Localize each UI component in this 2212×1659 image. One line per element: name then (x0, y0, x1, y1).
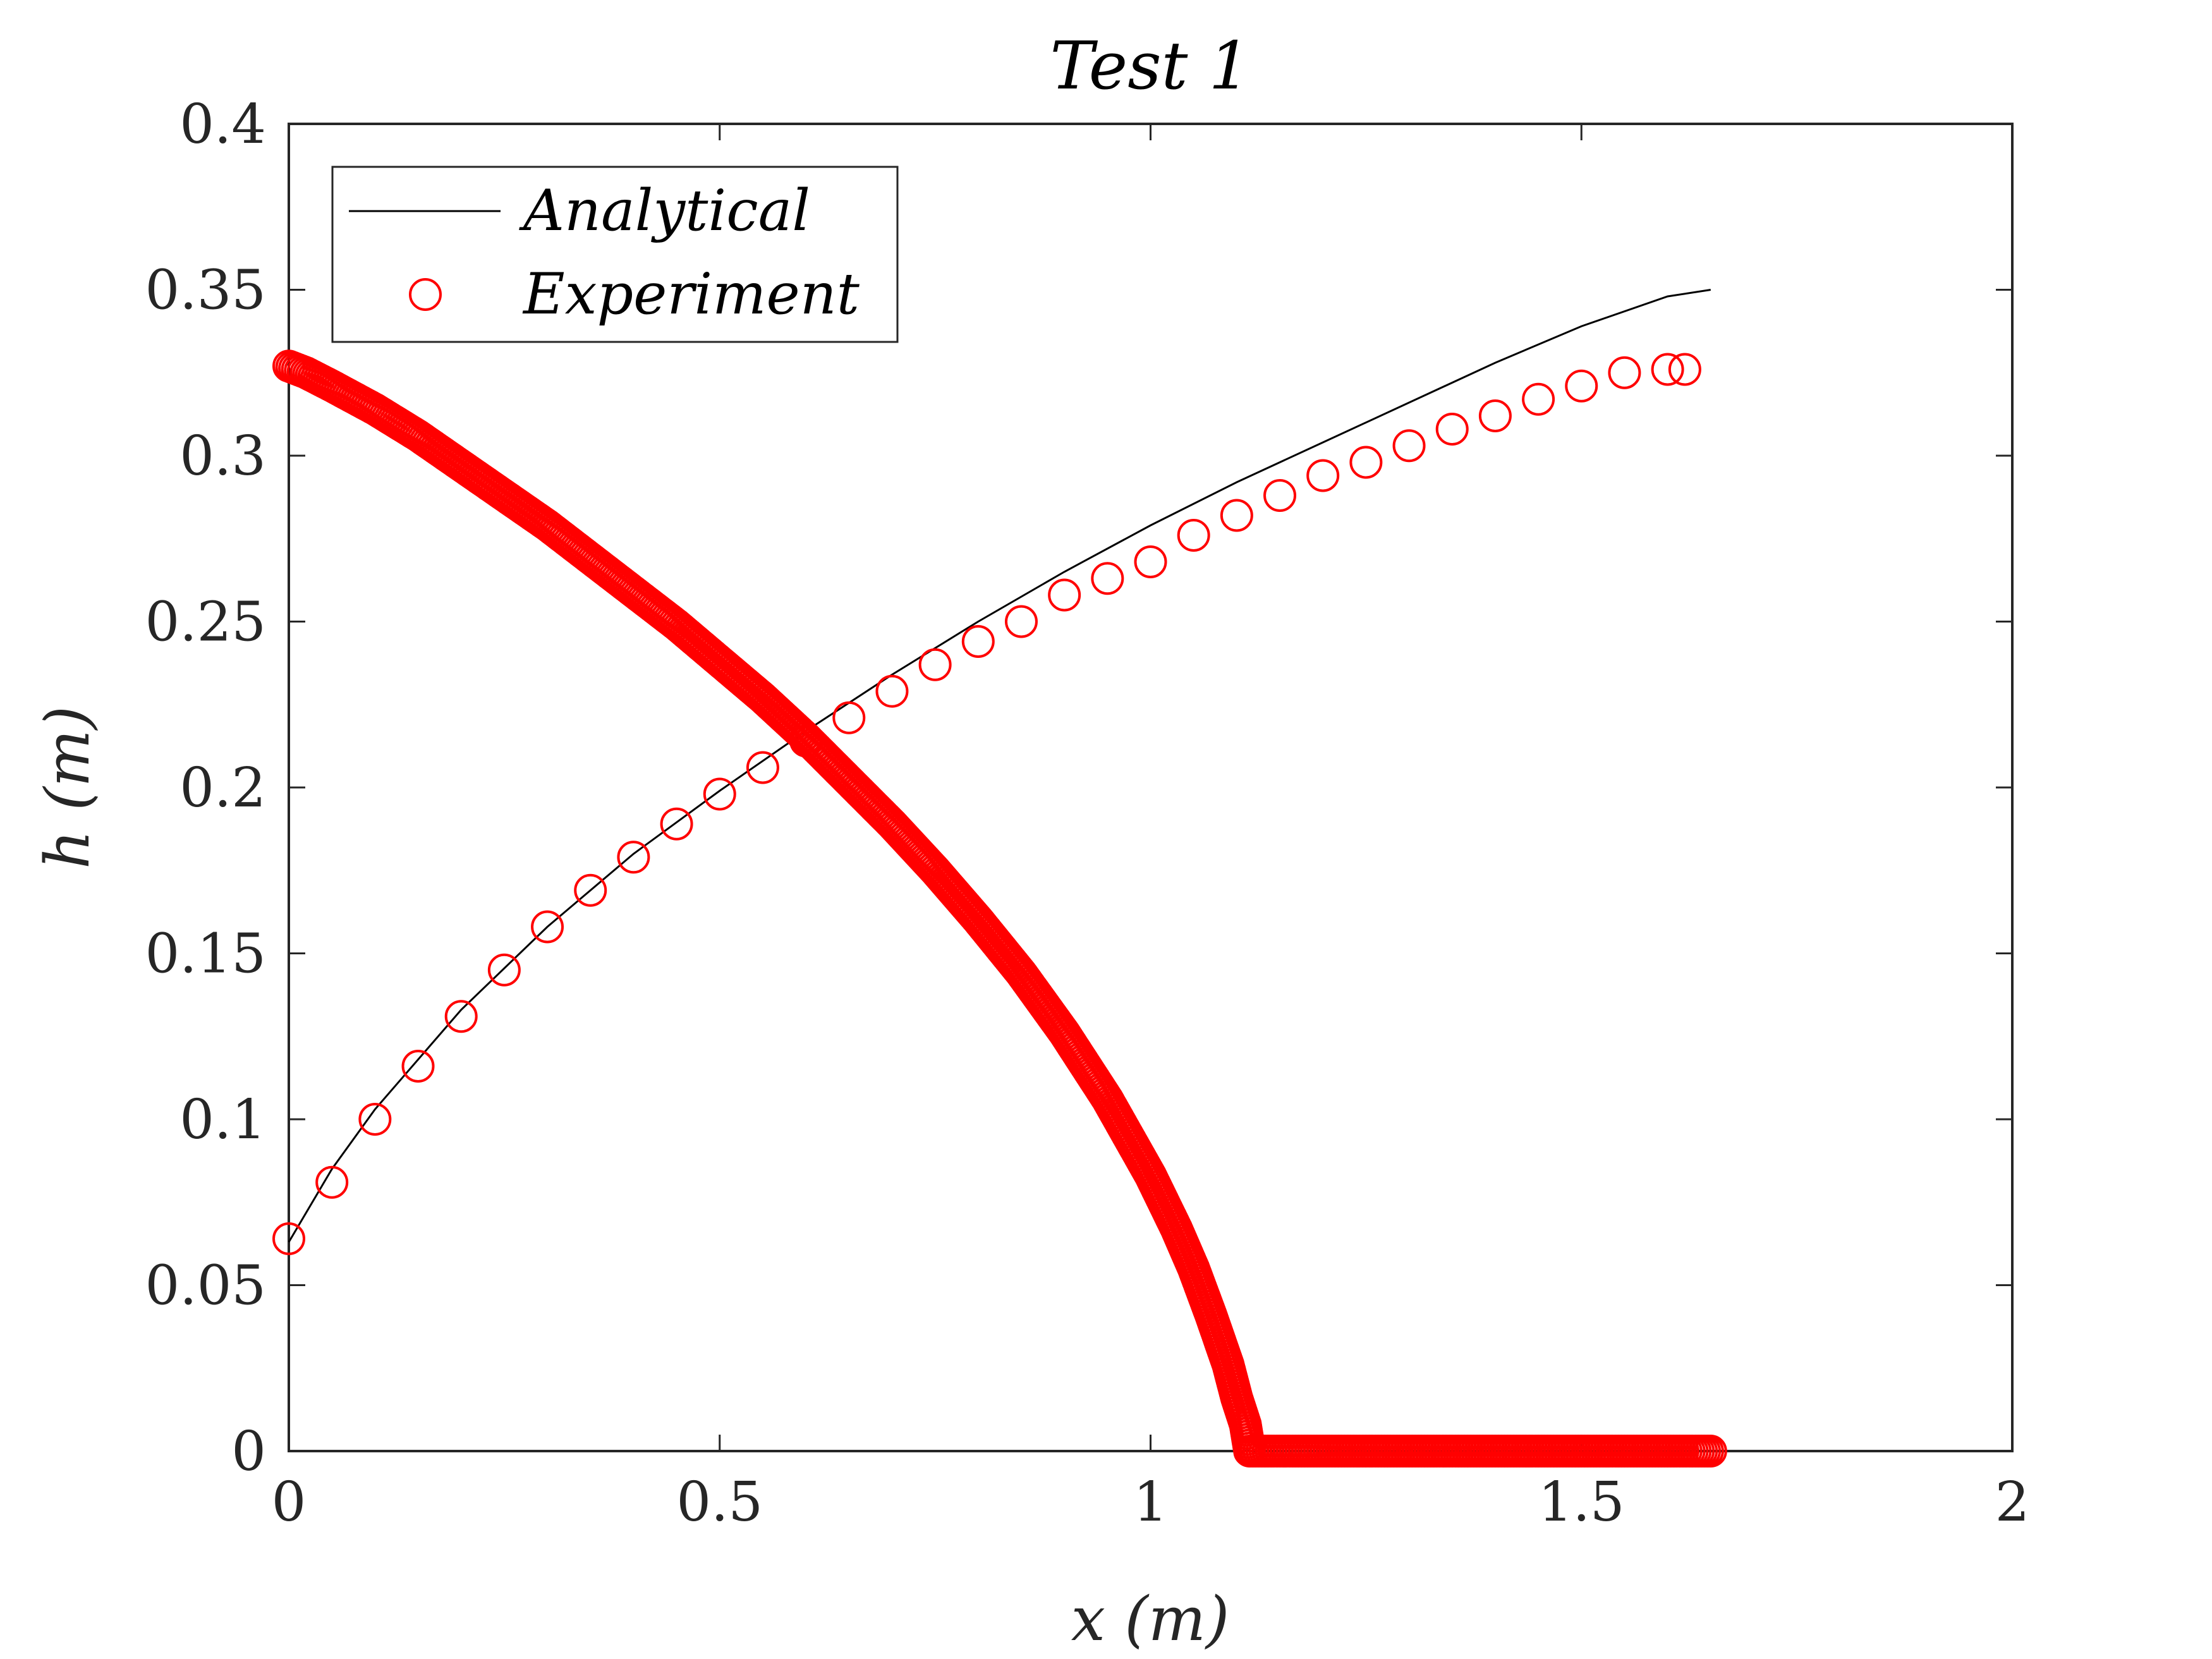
experiment-point (1668, 353, 1701, 386)
experiment-point (1435, 413, 1469, 446)
x-tick-label: 1 (1133, 1471, 1168, 1534)
experiment-point (1392, 429, 1426, 463)
experiment-point (1565, 369, 1598, 403)
y-tick-label: 0.4 (179, 93, 266, 156)
experiment-point (660, 807, 693, 841)
x-axis-label: x (m) (1071, 1584, 1230, 1655)
experiment-point (272, 1222, 305, 1255)
experiment-point (1263, 479, 1297, 512)
chart-title: Test 1 (1050, 27, 1250, 104)
x-tick-label: 2 (1995, 1471, 2030, 1534)
experiment-point (531, 910, 564, 944)
experiment-point (401, 1050, 435, 1083)
y-tick-label: 0.25 (145, 591, 266, 654)
y-axis-label: h (m) (32, 706, 103, 869)
experiment-point (1177, 519, 1210, 552)
y-tick-label: 0 (231, 1420, 266, 1483)
experiment-point (1478, 399, 1512, 432)
analytical-series (288, 289, 1711, 1243)
profile-point (1694, 1435, 1727, 1468)
experiment-profile-series (272, 349, 1727, 1468)
legend-analytical-label: Analytical (519, 178, 810, 244)
experiment-point (875, 674, 909, 708)
experiment-point (315, 1165, 349, 1199)
experiment-point (1349, 446, 1383, 479)
y-tick-label: 0.35 (145, 259, 266, 322)
legend-box (331, 166, 899, 343)
legend-experiment-swatch (409, 278, 442, 311)
y-tick-label: 0.05 (145, 1255, 266, 1318)
y-tick-label: 0.3 (179, 425, 266, 488)
analytical-line (288, 289, 1711, 1243)
experiment-point (1134, 545, 1167, 578)
experiment-point (1522, 382, 1555, 416)
experiment-point (1004, 605, 1038, 638)
legend-experiment-label: Experiment (522, 261, 860, 327)
x-tick-label: 1.5 (1538, 1471, 1625, 1534)
experiment-point (961, 625, 995, 658)
x-tick-label: 0.5 (676, 1471, 763, 1534)
experiment-point (358, 1103, 392, 1136)
experiment-point (617, 841, 650, 874)
x-tick-label: 0 (272, 1471, 307, 1534)
y-tick-label: 0.1 (179, 1088, 266, 1152)
experiment-point (1306, 459, 1340, 492)
experiment-point (574, 873, 607, 907)
y-tick-label: 0.15 (145, 923, 266, 986)
experiment-series (272, 353, 1701, 1255)
experiment-point (1608, 356, 1641, 389)
experiment-point (1091, 562, 1124, 595)
plot-area (288, 123, 2014, 1452)
experiment-point (703, 777, 736, 811)
experiment-point (1220, 499, 1253, 532)
experiment-point (918, 648, 952, 681)
experiment-point (832, 701, 866, 734)
experiment-point (487, 953, 521, 987)
legend: Analytical Experiment (331, 166, 899, 343)
y-tick-label: 0.2 (179, 757, 266, 820)
experiment-point (444, 1000, 478, 1033)
experiment-point (1048, 578, 1081, 612)
experiment-point (1651, 353, 1684, 386)
experiment-point (746, 751, 779, 784)
axis-ticks: 0 0.5 1 1.5 2 0 0.05 0.1 0.15 0.2 0.25 0.3 0.35 0.4 (145, 93, 2030, 1534)
